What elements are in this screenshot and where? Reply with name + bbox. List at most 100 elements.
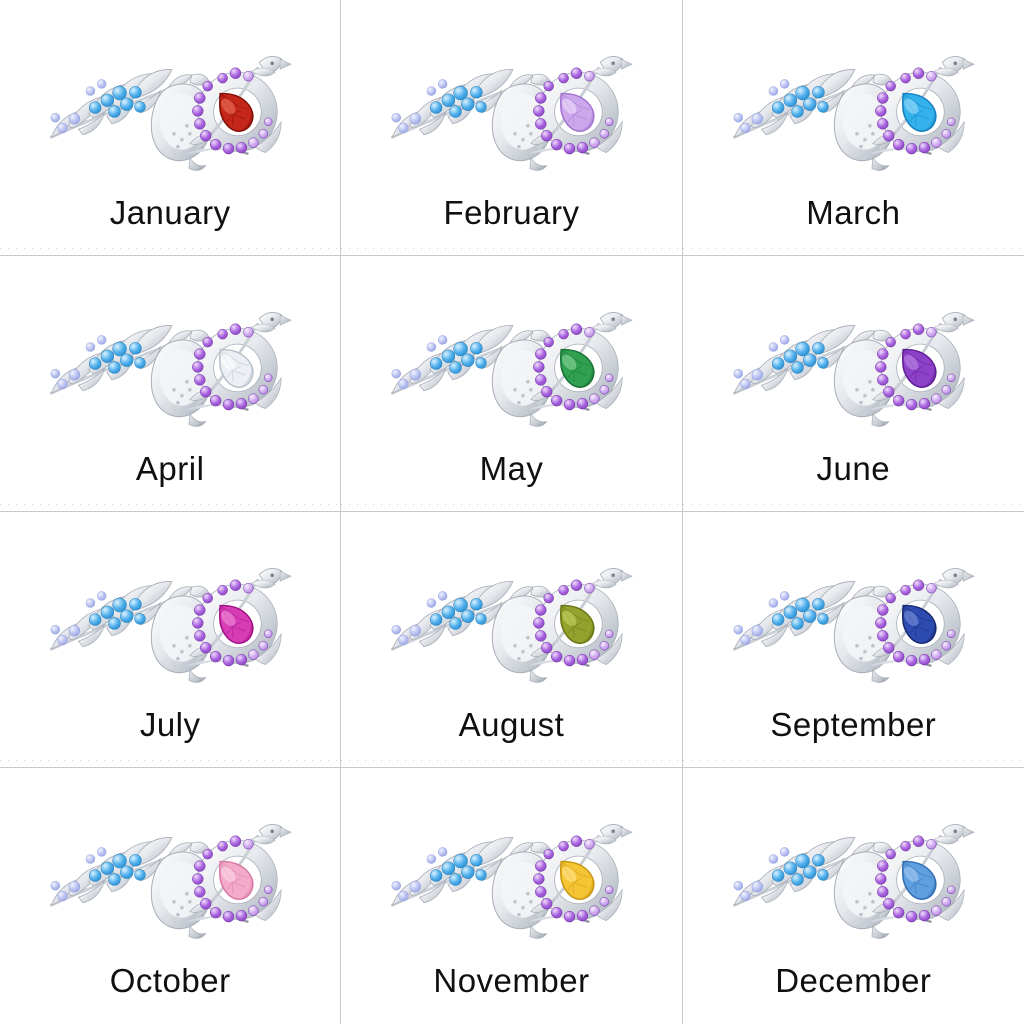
left-feather-icon bbox=[391, 581, 515, 651]
purple-halo-stones bbox=[192, 835, 273, 923]
month-card-march[interactable]: March bbox=[682, 0, 1024, 256]
birthstone-gem bbox=[902, 604, 937, 644]
purple-halo-stones bbox=[533, 579, 614, 667]
bird-head-icon bbox=[934, 824, 976, 845]
right-feather-loop bbox=[530, 568, 634, 667]
month-label: February bbox=[443, 194, 580, 231]
month-card-february[interactable]: February bbox=[341, 0, 683, 256]
feather-charm-illustration bbox=[391, 824, 634, 939]
periwinkle-stones bbox=[392, 335, 448, 390]
month-card-april[interactable]: April bbox=[0, 256, 342, 512]
blue-stones bbox=[430, 341, 488, 374]
periwinkle-stones bbox=[733, 847, 790, 902]
bird-eye bbox=[270, 573, 275, 578]
blue-stones bbox=[772, 341, 829, 374]
month-card-january[interactable]: January bbox=[0, 0, 342, 256]
left-feather-icon bbox=[50, 837, 173, 907]
feather-charm-illustration bbox=[391, 312, 634, 427]
blue-stones bbox=[89, 597, 146, 630]
blue-stones bbox=[772, 597, 829, 630]
feather-charm-illustration bbox=[50, 824, 292, 939]
charm-image bbox=[0, 30, 340, 172]
right-feather-loop bbox=[871, 56, 976, 155]
charm-image bbox=[341, 30, 681, 172]
month-label: August bbox=[458, 706, 565, 743]
feather-charm-illustration bbox=[50, 56, 292, 171]
right-feather-loop bbox=[188, 824, 292, 923]
feather-charm-illustration bbox=[391, 568, 634, 683]
left-feather-icon bbox=[50, 581, 173, 651]
birthstone-gem bbox=[219, 860, 254, 900]
left-feather-icon bbox=[733, 69, 856, 139]
birthstone-gem bbox=[560, 92, 595, 132]
right-feather-loop bbox=[530, 824, 634, 923]
month-card-august[interactable]: August bbox=[341, 512, 683, 768]
right-feather-loop bbox=[530, 56, 634, 155]
month-card-december[interactable]: December bbox=[682, 768, 1024, 1024]
bird-head-icon bbox=[934, 312, 976, 333]
periwinkle-stones bbox=[733, 335, 790, 390]
bird-eye bbox=[270, 317, 275, 322]
left-feather-icon bbox=[733, 581, 856, 651]
right-feather-loop bbox=[871, 568, 976, 667]
feather-charm-illustration bbox=[50, 568, 292, 683]
month-label: June bbox=[816, 450, 891, 487]
month-label: December bbox=[775, 962, 932, 999]
bird-eye bbox=[953, 317, 958, 322]
month-card-may[interactable]: May bbox=[341, 256, 683, 512]
month-card-september[interactable]: September bbox=[682, 512, 1024, 768]
blue-stones bbox=[89, 85, 146, 118]
month-card-october[interactable]: October bbox=[0, 768, 342, 1024]
feather-charm-illustration bbox=[50, 312, 292, 427]
charm-image bbox=[341, 798, 681, 940]
charm-image bbox=[683, 542, 1024, 684]
birthstone-gem bbox=[219, 348, 254, 388]
right-feather-loop bbox=[871, 312, 976, 411]
bird-eye bbox=[611, 573, 616, 578]
bird-head-icon bbox=[934, 56, 976, 77]
bird-head-icon bbox=[250, 824, 292, 845]
left-feather-icon bbox=[733, 325, 856, 395]
purple-halo-stones bbox=[192, 67, 273, 155]
periwinkle-stones bbox=[50, 591, 107, 646]
purple-halo-stones bbox=[192, 323, 273, 411]
purple-halo-stones bbox=[875, 579, 956, 667]
left-feather-icon bbox=[733, 837, 856, 907]
periwinkle-stones bbox=[50, 847, 107, 902]
right-feather-loop bbox=[530, 312, 634, 411]
right-feather-loop bbox=[871, 824, 976, 923]
bird-head-icon bbox=[592, 824, 634, 845]
month-card-july[interactable]: July bbox=[0, 512, 342, 768]
charm-image bbox=[341, 542, 681, 684]
blue-stones bbox=[430, 597, 488, 630]
blue-stones bbox=[772, 85, 829, 118]
right-feather-loop bbox=[188, 568, 292, 667]
birthstone-gem bbox=[219, 604, 254, 644]
birthstone-gem bbox=[902, 348, 937, 388]
feather-charm-illustration bbox=[733, 568, 976, 683]
periwinkle-stones bbox=[733, 79, 790, 134]
periwinkle-stones bbox=[392, 591, 448, 646]
bird-head-icon bbox=[250, 312, 292, 333]
bird-head-icon bbox=[250, 56, 292, 77]
birthstone-gem bbox=[560, 860, 595, 900]
left-feather-icon bbox=[391, 837, 515, 907]
month-card-november[interactable]: November bbox=[341, 768, 683, 1024]
periwinkle-stones bbox=[50, 79, 107, 134]
bird-head-icon bbox=[934, 568, 976, 589]
charm-image bbox=[0, 798, 340, 940]
month-card-june[interactable]: June bbox=[682, 256, 1024, 512]
month-label: September bbox=[770, 706, 937, 743]
feather-charm-illustration bbox=[733, 56, 976, 171]
blue-stones bbox=[89, 853, 146, 886]
periwinkle-stones bbox=[392, 79, 448, 134]
right-feather-loop bbox=[188, 56, 292, 155]
bird-eye bbox=[611, 829, 616, 834]
blue-stones bbox=[430, 853, 488, 886]
purple-halo-stones bbox=[192, 579, 273, 667]
bird-eye bbox=[270, 61, 275, 66]
birthstone-gem bbox=[902, 860, 937, 900]
month-label: October bbox=[109, 962, 231, 999]
bird-eye bbox=[953, 61, 958, 66]
